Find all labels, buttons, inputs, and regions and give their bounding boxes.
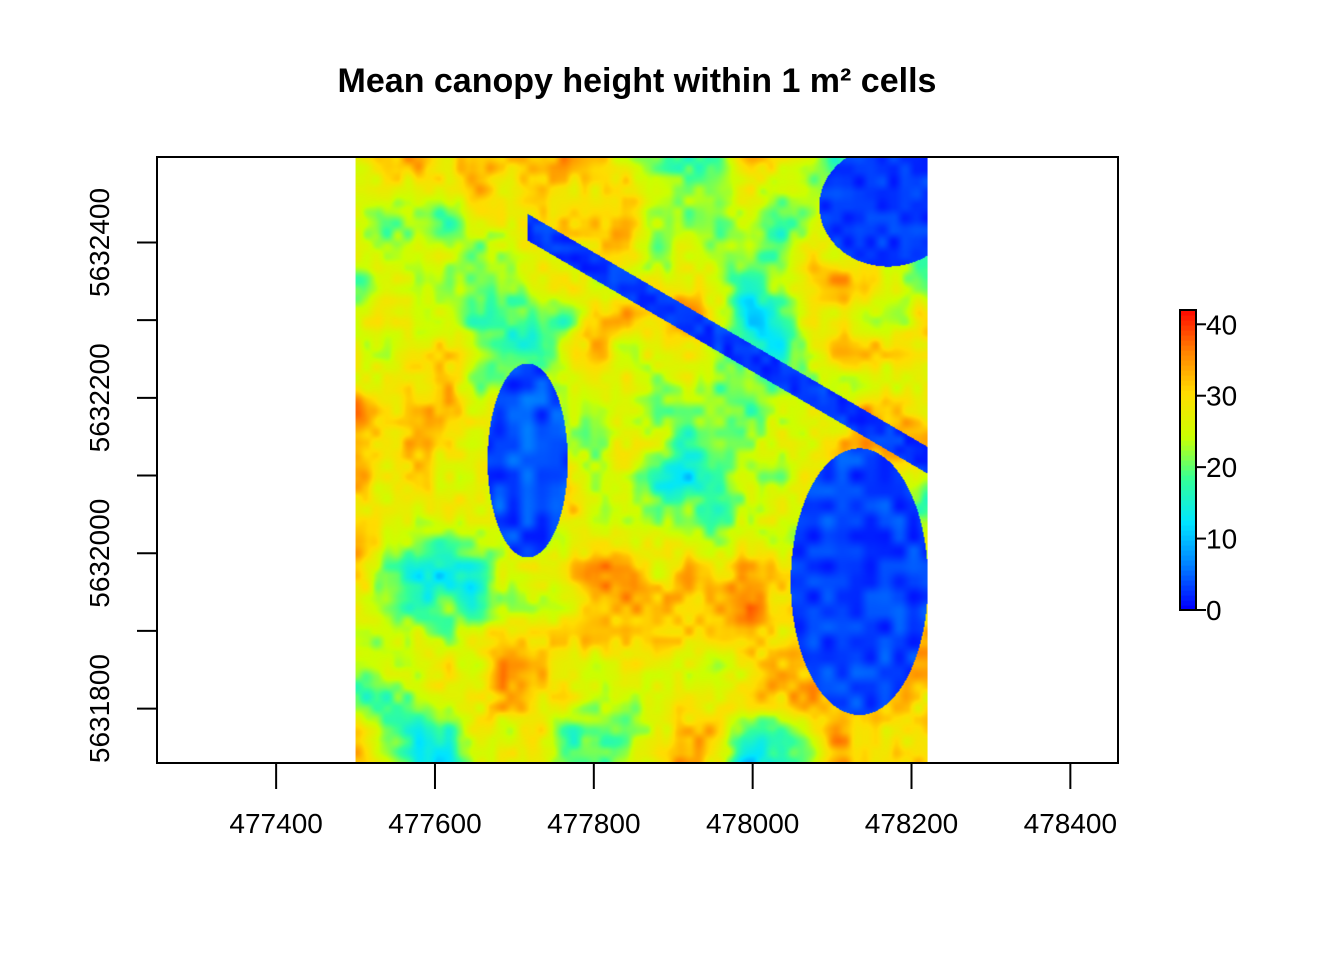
colorbar-segment [1180,485,1196,491]
colorbar-segment [1180,445,1196,451]
colorbar-segment [1180,455,1196,461]
colorbar-tick-label: 10 [1206,524,1237,555]
colorbar-segment [1180,595,1196,601]
colorbar-segment [1180,585,1196,591]
colorbar-segment [1180,450,1196,456]
colorbar-segment [1180,410,1196,416]
colorbar-segment [1180,340,1196,346]
colorbar-segment [1180,575,1196,581]
colorbar-segment [1180,570,1196,576]
colorbar-segment [1180,335,1196,341]
colorbar-segment [1180,405,1196,411]
colorbar-segment [1180,590,1196,596]
plot-frame [156,156,1119,764]
x-tick-label: 477800 [547,808,640,839]
colorbar-segment [1180,605,1196,611]
colorbar-segment [1180,310,1196,316]
x-tick-label: 478200 [865,808,958,839]
colorbar-segment [1180,565,1196,571]
x-tick-label: 478000 [706,808,799,839]
colorbar-segment [1180,365,1196,371]
colorbar-segment [1180,510,1196,516]
colorbar-segment [1180,325,1196,331]
y-tick-label: 5632000 [84,499,115,608]
colorbar-segment [1180,525,1196,531]
colorbar-segment [1180,470,1196,476]
colorbar-segment [1180,550,1196,556]
colorbar-segment [1180,345,1196,351]
colorbar-segment [1180,420,1196,426]
colorbar-segment [1180,350,1196,356]
colorbar-segment [1180,580,1196,586]
colorbar-segment [1180,355,1196,361]
colorbar-segment [1180,390,1196,396]
colorbar-segment [1180,500,1196,506]
colorbar-segment [1180,515,1196,521]
colorbar-tick-label: 30 [1206,381,1237,412]
colorbar-segment [1180,315,1196,321]
colorbar-segment [1180,535,1196,541]
colorbar-segment [1180,465,1196,471]
colorbar-segment [1180,400,1196,406]
colorbar-segment [1180,555,1196,561]
y-tick-label: 5631800 [84,654,115,763]
colorbar-segment [1180,480,1196,486]
raster-image [355,157,928,763]
colorbar-segment [1180,460,1196,466]
y-axis: 5631800 5632000 5632200 5632400 [84,188,157,763]
colorbar-segment [1180,370,1196,376]
x-tick-label: 477600 [388,808,481,839]
colorbar-segment [1180,320,1196,326]
colorbar-segment [1180,490,1196,496]
colorbar-segment [1180,330,1196,336]
colorbar-segment [1180,520,1196,526]
colorbar-segment [1180,385,1196,391]
colorbar-tick-label: 20 [1206,452,1237,483]
colorbar-segment [1180,540,1196,546]
colorbar-segment [1180,545,1196,551]
colorbar-segment [1180,430,1196,436]
x-tick-label: 477400 [229,808,322,839]
colorbar-segment [1180,505,1196,511]
colorbar-segment [1180,440,1196,446]
colorbar-segment [1180,560,1196,566]
colorbar-tick-label: 40 [1206,309,1237,340]
canopy-raster [355,157,928,763]
colorbar-segment [1180,380,1196,386]
colorbar-segment [1180,475,1196,481]
colorbar-segment [1180,360,1196,366]
colorbar-segment [1180,375,1196,381]
x-axis: 477400 477600 477800 478000 478200 478400 [229,763,1117,839]
colorbar-segment [1180,425,1196,431]
colorbar-segment [1180,395,1196,401]
colorbar-segment [1180,435,1196,441]
colorbar-segment [1180,495,1196,501]
color-legend: 0 10 20 30 40 [1179,309,1237,626]
colorbar-segment [1180,530,1196,536]
colorbar-segment [1180,600,1196,606]
colorbar-frame [1179,309,1197,611]
colorbar-tick-label: 0 [1206,595,1222,626]
y-tick-label: 5632400 [84,188,115,297]
x-tick-label: 478400 [1024,808,1117,839]
colorbar-segment [1180,415,1196,421]
y-tick-label: 5632200 [84,343,115,452]
chart-title: Mean canopy height within 1 m² cells [338,62,937,100]
